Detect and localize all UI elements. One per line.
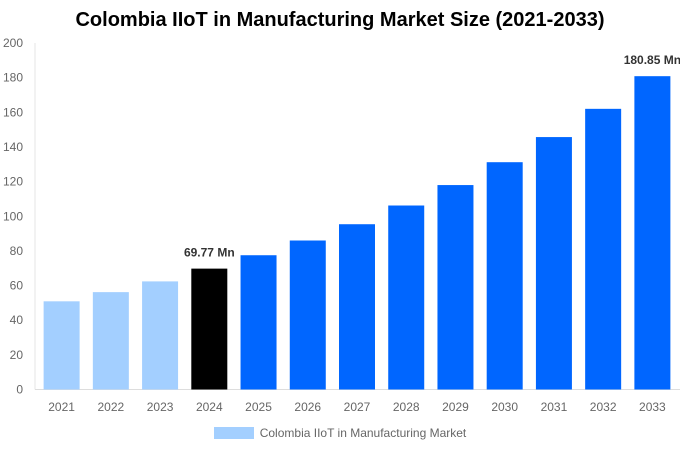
x-tick-label: 2029: [442, 400, 469, 414]
x-tick-label: 2027: [344, 400, 371, 414]
bar-2026: [289, 240, 326, 390]
x-tick-label: 2024: [196, 400, 223, 414]
bar-2030: [486, 162, 523, 390]
bar-2022: [92, 292, 129, 390]
data-label: 180.85 Mn: [624, 53, 680, 67]
x-tick-label: 2025: [245, 400, 272, 414]
y-tick-label: 100: [3, 209, 23, 223]
bar-2029: [437, 185, 474, 390]
y-tick-label: 180: [3, 71, 23, 85]
x-tick-label: 2031: [541, 400, 568, 414]
y-tick-label: 160: [3, 105, 23, 119]
legend-label: Colombia IIoT in Manufacturing Market: [259, 425, 467, 440]
x-tick-label: 2033: [639, 400, 666, 414]
x-tick-label: 2021: [48, 400, 75, 414]
y-tick-label: 60: [10, 279, 24, 293]
chart-title: Colombia IIoT in Manufacturing Market Si…: [75, 9, 605, 31]
y-tick-label: 40: [10, 313, 24, 327]
bar-2021: [43, 301, 80, 390]
x-tick-label: 2026: [294, 400, 321, 414]
x-tick-label: 2022: [97, 400, 124, 414]
y-tick-label: 80: [10, 244, 24, 258]
y-tick-label: 20: [10, 348, 24, 362]
bar-2025: [240, 255, 277, 390]
y-tick-label: 140: [3, 140, 23, 154]
bar-2024: [191, 268, 228, 390]
bar-2033: [634, 76, 671, 390]
x-tick-label: 2030: [491, 400, 518, 414]
y-tick-label: 120: [3, 175, 23, 189]
x-tick-label: 2032: [590, 400, 617, 414]
bar-2032: [585, 108, 622, 390]
x-tick-label: 2028: [393, 400, 420, 414]
y-tick-label: 200: [3, 36, 23, 50]
legend: Colombia IIoT in Manufacturing Market: [0, 425, 680, 440]
bar-2027: [339, 224, 375, 390]
bar-2028: [388, 205, 425, 390]
x-tick-label: 2023: [147, 400, 174, 414]
bar-2031: [535, 137, 572, 390]
data-label: 69.77 Mn: [184, 246, 235, 260]
y-tick-label: 0: [16, 383, 23, 397]
legend-swatch: [213, 426, 254, 439]
bar-2023: [142, 281, 179, 390]
